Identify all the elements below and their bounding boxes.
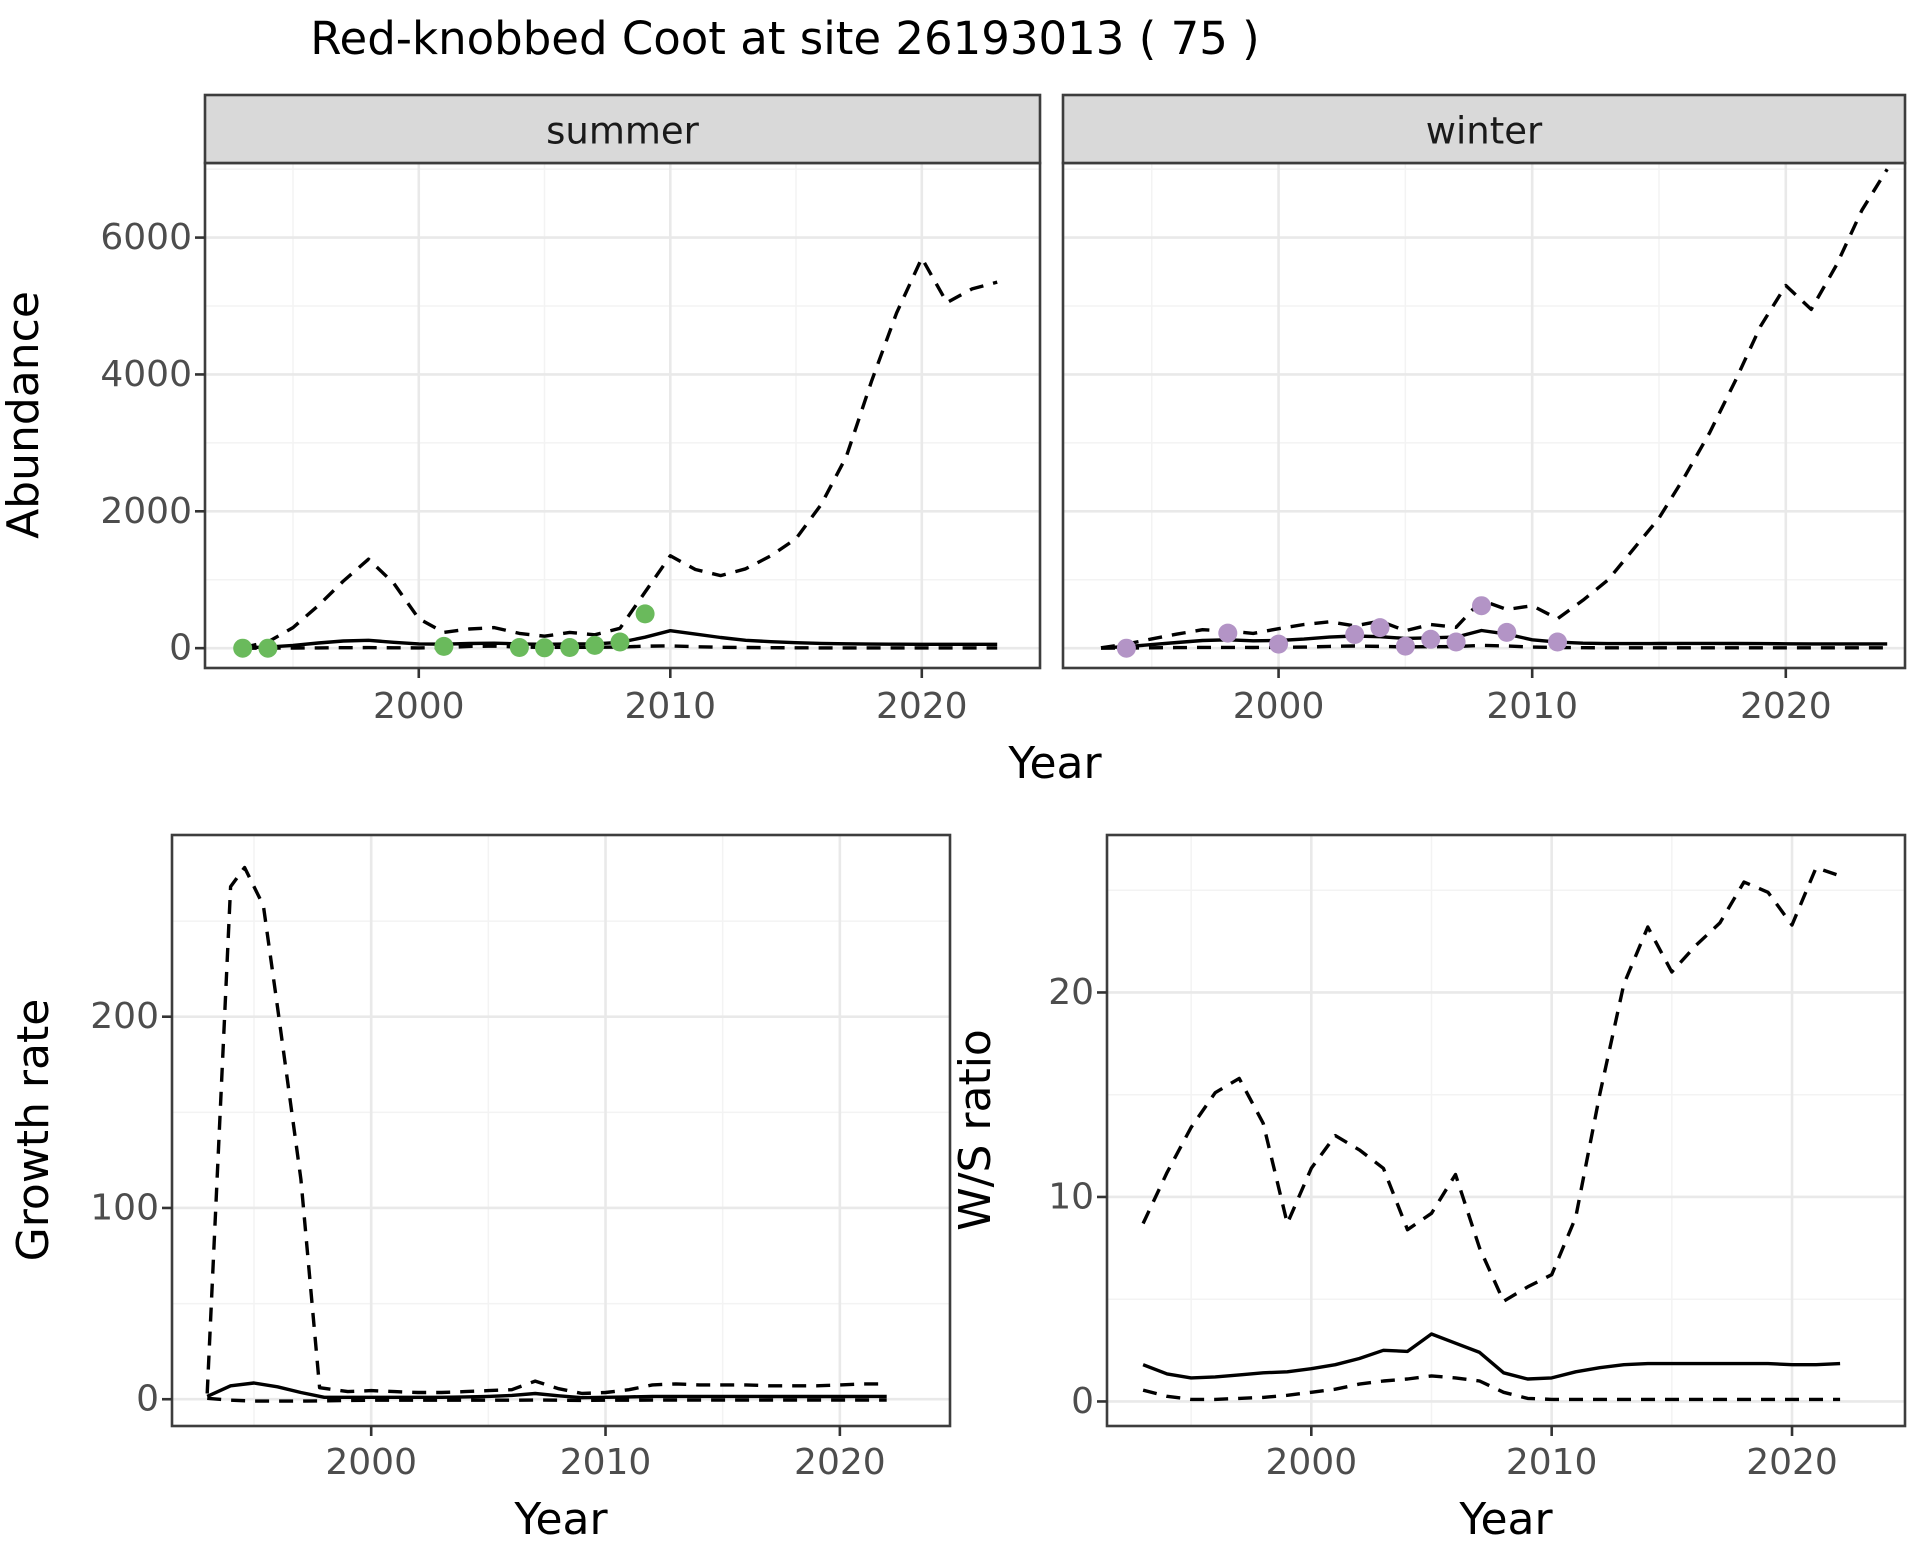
y-tick-label: 20 [1048,972,1094,1013]
observed-summer-counts-point [610,632,630,652]
ws-ratio-upper-ci-line [1141,866,1841,1303]
x-tick-label: 2020 [794,1442,886,1483]
observed-winter-counts-point [1269,634,1289,654]
y-tick-label: 0 [1071,1381,1094,1422]
x-tick-label: 2000 [1265,1442,1357,1483]
x-tick-label: 2000 [1233,686,1325,727]
observed-summer-counts-point [258,638,278,658]
abundance-y-axis-title: Abundance [0,291,49,539]
ws-ratio-lower-ci-line [1142,1374,1841,1402]
facet-strip-winter [1061,93,1907,165]
abundance-summer-upper-ci-line [242,256,998,650]
ws-ratio-mean-line [1142,1332,1841,1381]
x-tick-label: 2020 [1746,1442,1838,1483]
y-tick-label: 2000 [100,491,192,532]
observed-summer-counts-point [233,638,253,658]
observed-summer-counts-point [509,638,529,657]
x-tick-label: 2020 [876,686,968,727]
growth-rate-y-axis-title: Growth rate [8,999,59,1262]
y-tick-label: 6000 [100,217,192,258]
observed-winter-counts-point [1446,632,1466,652]
observed-winter-counts-point [1548,632,1567,652]
y-tick-label: 200 [90,996,159,1037]
observed-summer-counts-point [635,604,655,624]
ws-ratio-panel [1107,835,1905,1426]
growth-rate-upper-ci-line [205,865,887,1396]
facet-strip-label-winter: winter [1426,110,1543,153]
facet-strip-label-summer: summer [546,110,700,153]
abundance-winter-lower-ci-line [1100,643,1888,650]
growth-rate-x-axis-title: Year [513,1494,608,1545]
facet-strip-summer [203,93,1042,165]
y-tick-label: 100 [90,1187,159,1228]
ws-ratio-x-axis-title: Year [1458,1494,1553,1545]
x-tick-label: 2020 [1740,686,1832,727]
observed-summer-counts-point [560,638,580,657]
observed-summer-counts-point [535,638,554,658]
observed-winter-counts-point [1395,636,1415,656]
observed-winter-counts-point [1472,596,1491,616]
observed-winter-counts-point [1218,623,1238,643]
x-tick-label: 2000 [325,1442,417,1483]
observed-summer-counts-point [434,636,454,656]
x-tick-label: 2010 [1506,1442,1598,1483]
chart-title: Red-knobbed Coot at site 26193013 ( 75 ) [310,12,1259,65]
y-tick-label: 0 [136,1379,159,1420]
observed-winter-counts-point [1345,625,1365,644]
abundance-summer-panel [205,163,1040,668]
growth-rate-lower-ci-line [207,1396,887,1403]
observed-winter-counts-point [1421,629,1441,649]
growth-rate-panel [172,835,950,1426]
growth-rate-mean-line [206,1381,887,1400]
y-tick-label: 4000 [100,354,192,395]
x-tick-label: 2010 [624,686,716,727]
growth-rate-panel-border [170,833,952,1428]
observed-winter-counts-point [1370,618,1390,638]
x-tick-label: 2000 [373,686,465,727]
x-tick-label: 2010 [1486,686,1578,727]
abundance-winter-panel [1063,163,1905,668]
observed-winter-counts-point [1497,622,1517,642]
abundance-x-axis-title: Year [1007,738,1102,789]
ws-ratio-y-axis-title: W/S ratio [950,1029,1001,1231]
abundance-summer-lower-ci-line [242,644,998,650]
y-tick-label: 10 [1048,1176,1094,1217]
ws-ratio-panel-border [1105,833,1907,1428]
observed-summer-counts-point [585,635,605,655]
x-tick-label: 2010 [560,1442,652,1483]
observed-winter-counts-point [1116,638,1136,658]
y-tick-label: 0 [169,628,192,669]
